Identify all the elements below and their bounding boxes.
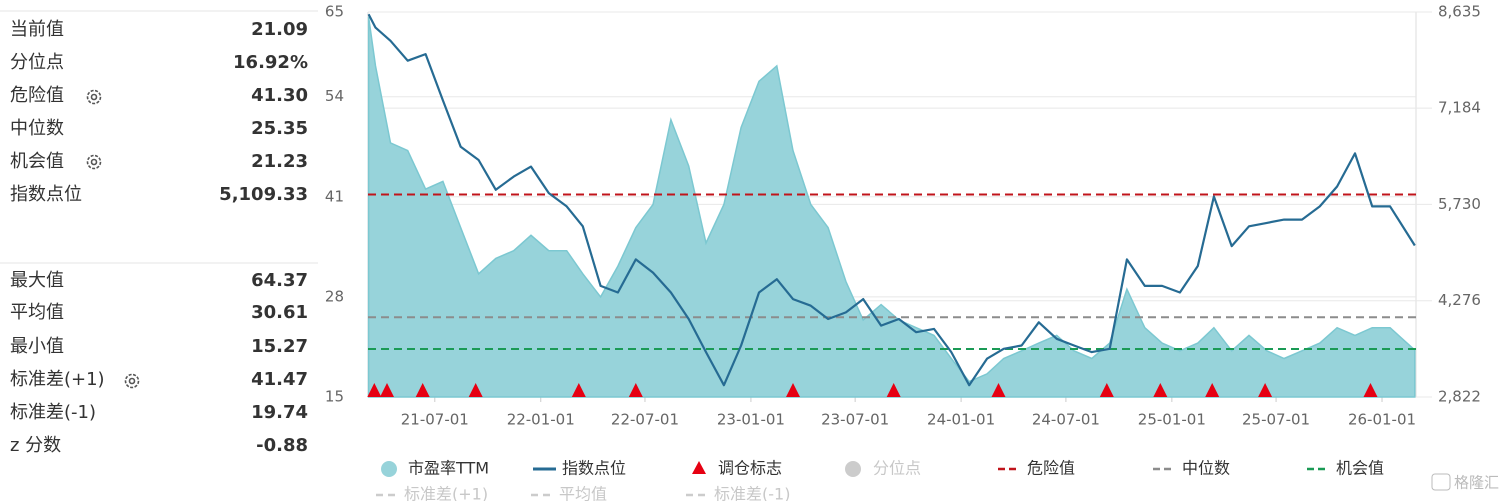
stat-label: 中位数 bbox=[10, 118, 64, 139]
rebalance-marker bbox=[1099, 383, 1114, 397]
legend-label: 市盈率TTM bbox=[408, 459, 489, 478]
legend-label: 机会值 bbox=[1336, 459, 1384, 478]
legend-label: 标准差(+1) bbox=[404, 485, 488, 501]
gear-icon[interactable] bbox=[124, 373, 140, 389]
stat-value: 64.37 bbox=[251, 270, 308, 291]
rebalance-marker bbox=[628, 383, 643, 397]
rebalance-marker bbox=[1363, 383, 1378, 397]
rebalance-marker bbox=[786, 383, 800, 397]
x-tick-label: 26-01-01 bbox=[1348, 411, 1416, 429]
watermark: 格隆汇 bbox=[1454, 474, 1499, 492]
stat-label: 最大值 bbox=[10, 270, 64, 291]
y-tick-label: 65 bbox=[325, 3, 344, 21]
stat-label: 标准差(+1) bbox=[10, 369, 105, 390]
legend-label: 调仓标志 bbox=[718, 459, 782, 478]
rebalance-marker bbox=[991, 383, 1006, 397]
rebalance-marker bbox=[571, 383, 586, 397]
stat-label: 当前值 bbox=[10, 19, 64, 40]
x-tick-label: 23-07-01 bbox=[821, 411, 889, 429]
stat-label: 机会值 bbox=[10, 151, 64, 172]
gear-icon[interactable] bbox=[86, 89, 102, 105]
stat-value: 41.47 bbox=[251, 369, 308, 390]
rebalance-marker bbox=[886, 383, 901, 397]
x-tick-label: 22-07-01 bbox=[611, 411, 679, 429]
y-tick-label: 15 bbox=[325, 388, 344, 406]
rebalance-marker bbox=[468, 383, 483, 397]
stat-label: 最小值 bbox=[10, 336, 64, 357]
stat-value: 5,109.33 bbox=[219, 184, 308, 205]
stat-label: z 分数 bbox=[10, 435, 61, 456]
stat-label: 平均值 bbox=[10, 302, 64, 323]
pe-area bbox=[367, 16, 1416, 398]
y2-tick-label: 7,184 bbox=[1438, 99, 1481, 117]
legend-label: 危险值 bbox=[1027, 459, 1075, 478]
gear-icons bbox=[86, 89, 140, 389]
stat-value: 30.61 bbox=[251, 302, 308, 323]
stat-value: 41.30 bbox=[251, 85, 308, 106]
index-line bbox=[367, 13, 1416, 387]
stat-value: 15.27 bbox=[251, 336, 308, 357]
legend-label: 中位数 bbox=[1182, 459, 1230, 478]
stat-value: 19.74 bbox=[251, 402, 308, 423]
rebalance-marker bbox=[1258, 383, 1273, 397]
stat-label: 危险值 bbox=[10, 85, 64, 106]
legend-label: 平均值 bbox=[559, 485, 607, 501]
gear-icon[interactable] bbox=[86, 154, 102, 170]
legend-label: 指数点位 bbox=[562, 459, 626, 478]
stat-value: 21.23 bbox=[251, 151, 308, 172]
stat-label: 分位点 bbox=[10, 52, 64, 73]
x-tick-label: 25-07-01 bbox=[1242, 411, 1310, 429]
stat-label: 标准差(-1) bbox=[10, 402, 96, 423]
x-tick-label: 23-01-01 bbox=[717, 411, 785, 429]
x-tick-label: 25-01-01 bbox=[1138, 411, 1206, 429]
y-tick-label: 54 bbox=[325, 87, 344, 105]
y2-tick-label: 4,276 bbox=[1438, 291, 1481, 309]
rebalance-marker bbox=[1205, 383, 1220, 397]
legend-swatch bbox=[692, 461, 706, 474]
legend-label: 分位点 bbox=[873, 459, 921, 478]
stat-value: 16.92% bbox=[233, 52, 308, 73]
x-tick-label: 24-07-01 bbox=[1032, 411, 1100, 429]
y2-tick-label: 8,635 bbox=[1438, 3, 1481, 21]
rebalance-marker bbox=[367, 383, 382, 397]
rebalance-marker bbox=[415, 383, 430, 397]
stat-value: 25.35 bbox=[251, 118, 308, 139]
legend-label: 标准差(-1) bbox=[714, 485, 790, 501]
x-tick-label: 21-07-01 bbox=[401, 411, 469, 429]
y-tick-label: 41 bbox=[325, 187, 344, 205]
y-tick-label: 28 bbox=[325, 287, 344, 305]
legend-swatch bbox=[845, 461, 861, 477]
stat-label: 指数点位 bbox=[10, 184, 82, 205]
stat-value: -0.88 bbox=[256, 435, 308, 456]
stat-value: 21.09 bbox=[251, 19, 308, 40]
y2-tick-label: 5,730 bbox=[1438, 195, 1481, 213]
x-tick-label: 22-01-01 bbox=[507, 411, 575, 429]
y2-tick-label: 2,822 bbox=[1438, 388, 1481, 406]
x-tick-label: 24-01-01 bbox=[927, 411, 995, 429]
watermark-icon bbox=[1431, 473, 1451, 491]
rebalance-marker bbox=[380, 383, 394, 397]
legend-swatch bbox=[381, 461, 397, 477]
rebalance-marker bbox=[1153, 383, 1168, 397]
